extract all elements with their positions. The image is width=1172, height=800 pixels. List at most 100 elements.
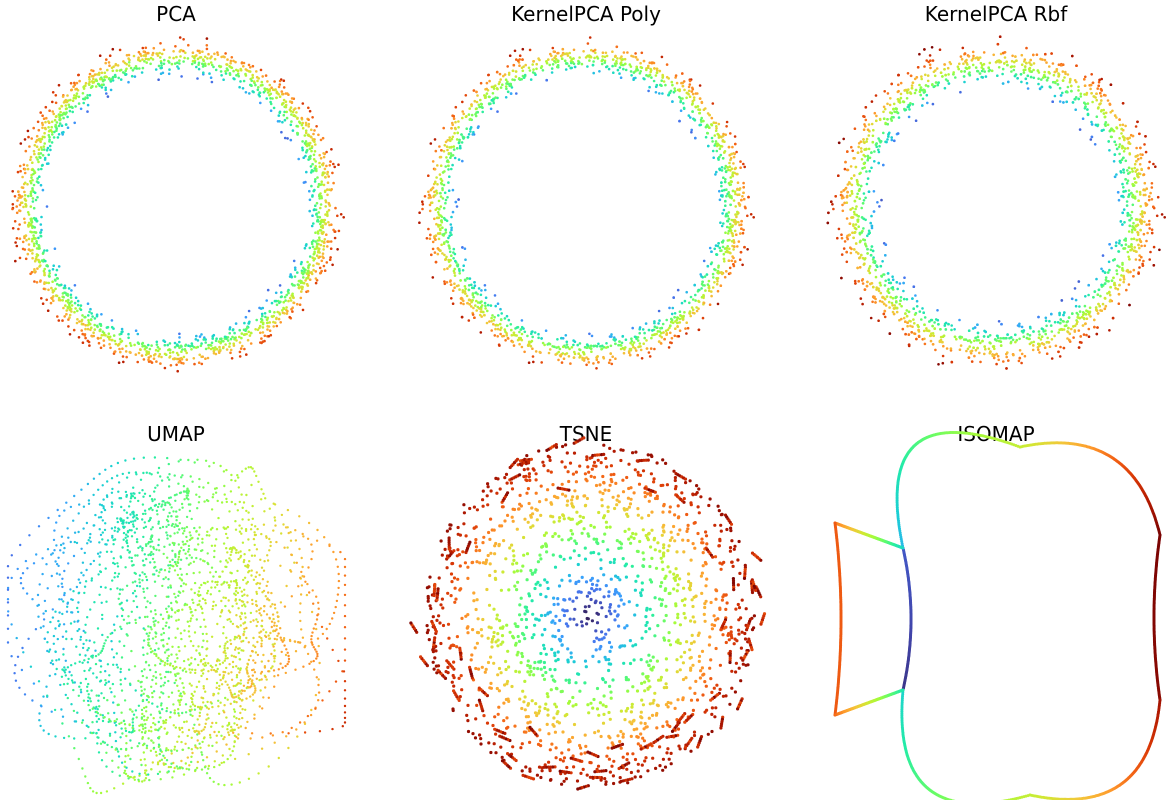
scatter-point [73,121,76,125]
scatter-point [178,36,182,39]
scatter-point [712,276,715,279]
scatter-point [493,315,496,319]
scatter-point [436,164,439,167]
scatter-point [40,215,43,219]
scatter-point [567,64,571,68]
scatter-point [685,96,688,100]
scatter-point [1111,316,1115,320]
scatter-point [741,263,744,267]
scatter-point [74,307,77,310]
scatter-point [42,251,45,254]
scatter-point [504,96,508,99]
scatter-point [434,238,437,241]
scatter-point [1116,264,1119,268]
scatter-point [23,181,27,185]
scatter-point [82,97,85,101]
scatter-point [670,336,674,340]
scatter-point [961,46,965,50]
scatter-point [129,66,133,70]
scatter-point [242,79,246,83]
scatter-point [314,204,317,207]
scatter-point [522,65,525,68]
scatter-point [462,299,465,303]
scatter-point [235,68,238,72]
scatter-point [229,348,233,352]
scatter-point [857,145,860,149]
scatter-point [648,85,651,89]
scatter-point [1012,68,1016,72]
scatter-point [37,160,40,164]
scatter-point [94,85,98,88]
scatter-point [585,356,588,359]
scatter-point [1045,324,1048,328]
scatter-point [194,338,198,341]
scatter-point [428,203,432,207]
scatter-point [706,112,710,115]
scatter-point [855,205,858,208]
scatter-point [247,309,251,313]
scatter-point [870,214,873,218]
scatter-point [15,211,19,215]
scatter-point [185,358,189,362]
scatter-point [1139,153,1142,156]
scatter-point [1133,246,1136,249]
scatter-point [1152,205,1155,209]
scatter-point [329,256,332,259]
scatter-point [315,213,318,216]
scatter-point [59,117,62,121]
scatter-point [259,331,262,335]
scatter-point [285,293,289,297]
scatter-point [533,331,537,334]
scatter-point [61,292,65,295]
scatter-point [874,94,878,97]
scatter-point [266,80,269,83]
scatter-point [38,247,41,250]
scatter-point [35,253,39,256]
scatter-point [491,314,494,317]
scatter-point [434,149,438,153]
scatter-point [64,104,68,107]
scatter-point [888,332,892,335]
scatter-point [836,236,839,240]
scatter-point [23,194,27,197]
scatter-point [449,279,452,282]
scatter-point [197,67,201,71]
scatter-point [1087,293,1090,297]
scatter-point [622,67,625,71]
scatter-point [621,58,625,61]
scatter-point [699,123,703,127]
scatter-point [490,329,494,332]
scatter-point [496,87,499,91]
scatter-point [518,64,521,67]
scatter-point [89,86,93,89]
scatter-point [510,333,514,337]
scatter-point [32,172,35,176]
scatter-point [1089,87,1092,91]
scatter-point [639,61,642,65]
scatter-point [1117,302,1121,306]
scatter-point [1001,67,1005,71]
scatter-point [725,249,729,253]
scatter-point [78,320,81,323]
scatter-point [1101,302,1105,306]
scatter-point [921,97,925,101]
scatter-point [673,316,676,319]
scatter-point [56,315,59,318]
scatter-point [135,67,139,70]
scatter-point [37,148,41,151]
scatter-point [719,284,723,288]
scatter-point [944,328,948,331]
scatter-point [224,72,228,75]
scatter-point [321,136,325,140]
scatter-point [603,61,607,64]
scatter-point [887,300,891,304]
scatter-point [178,62,181,65]
scatter-point [509,323,513,326]
scatter-point [576,343,579,347]
scatter-point [155,343,159,346]
scatter-point [433,217,436,221]
scatter-point [733,171,736,175]
scatter-point [318,194,321,198]
scatter-point [1077,85,1080,89]
scatter-point [158,347,161,351]
